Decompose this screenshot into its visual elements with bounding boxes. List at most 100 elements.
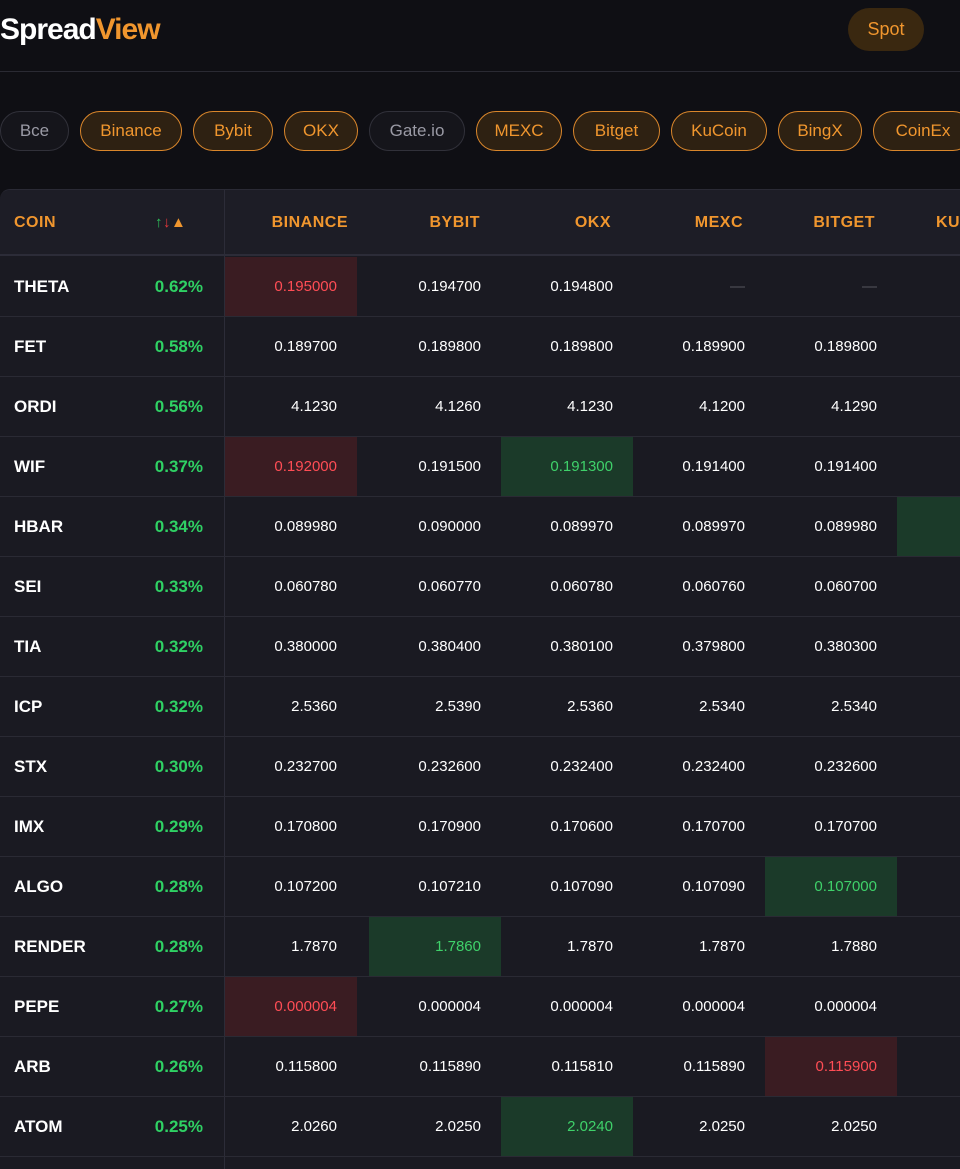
table-row[interactable]: ORDI 0.56% 4.1230 4.1260 4.1230 4.1200 4.1290 [0,377,960,437]
spread-percent: 0.33% [154,577,203,596]
price-cell: 0.000004 [418,998,481,1015]
filter-chip[interactable]: Bybit [193,111,273,151]
exchange-column-header[interactable]: MEXC [694,214,743,231]
price-cell [897,1097,960,1156]
table-row[interactable]: ALGO 0.28% 0.107200 0.107210 0.107090 0.10709… [0,857,960,917]
filter-chip[interactable]: CoinEx [873,111,960,151]
price-cell: 0.115890 [683,1058,745,1075]
price-cell: 0.1 [897,257,960,316]
price-cell: 0.191300 [501,437,633,496]
price-cell: 1.7870 [567,938,613,955]
price-cell: 2.5340 [831,698,877,715]
price-cell: 0.089980 [814,518,877,535]
filter-chip[interactable]: OKX [284,111,358,151]
price-cell: — [862,278,877,295]
price-cell: 0.170800 [274,818,337,835]
coin-symbol: FET [14,337,47,356]
table-row[interactable]: HBAR 0.34% 0.089980 0.090000 0.089970 0.08997… [0,497,960,557]
price-cell: — [730,278,745,295]
price-cell: 0.060700 [814,578,877,595]
logo-part1: Spread [0,13,97,46]
price-cell: 0.090000 [418,518,481,535]
price-cell: 0.170900 [418,818,481,835]
filter-chip[interactable]: Все [0,111,69,151]
filter-chip[interactable]: Bitget [573,111,660,151]
filter-chip[interactable]: Binance [80,111,182,151]
spread-percent: 0.58% [154,337,203,356]
price-cell: 0.170600 [550,818,613,835]
coin-symbol: SEI [14,577,42,596]
filter-chip[interactable]: MEXC [476,111,562,151]
table-row[interactable]: FET 0.58% 0.189700 0.189800 0.189800 0.189900… [0,317,960,377]
price-cell: 0.192000 [225,437,357,496]
spread-percent: 0.25% [154,1117,203,1136]
table-row[interactable]: IMX 0.29% 0.170800 0.170900 0.170600 0.170700… [0,797,960,857]
sort-up-icon[interactable]: ↑ [155,214,163,231]
coin-column-header[interactable]: COIN [14,214,56,231]
coin-symbol: ATOM [14,1117,63,1136]
price-cell: 0.000004 [814,998,877,1015]
price-cell: 2.5340 [699,698,745,715]
filter-chip[interactable]: KuCoin [671,111,767,151]
price-cell: 0.060780 [550,578,613,595]
table-row[interactable]: PEPE 0.27% 0.000004 0.000004 0.000004 0.00000… [0,977,960,1037]
spot-button[interactable]: Spot [848,8,924,51]
price-cell: 0.232600 [814,758,877,775]
price-cell: 2.5390 [435,698,481,715]
price-cell: 0.189900 [682,338,745,355]
price-cell: 0.380400 [418,638,481,655]
exchange-column-header[interactable]: BYBIT [429,214,480,231]
table-row[interactable]: RENDER 0.28% 1.7870 1.7860 1.7870 1.7870 1.788… [0,917,960,977]
price-cell: 1.7860 [369,917,501,976]
table-row[interactable]: ICP 0.32% 2.5360 2.5390 2.5360 2.5340 2.5340 [0,677,960,737]
spread-percent: 0.30% [154,757,203,776]
price-cell: 0.089980 [274,518,337,535]
price-cell: 0.170700 [814,818,877,835]
price-cell: 4.1290 [831,398,877,415]
price-cell: 2.0260 [291,1118,337,1135]
coin-symbol: STX [14,757,48,776]
table-row[interactable]: ATOM 0.25% 2.0260 2.0250 2.0240 2.0250 2.0250 [0,1097,960,1157]
exchange-column-header[interactable]: KUCOIN [936,214,960,231]
price-cell: 2.5360 [567,698,613,715]
logo-part2: View [95,13,161,46]
price-cell: 0.2 [897,737,960,796]
logo[interactable]: SpreadView [0,12,161,48]
sort-down-icon[interactable]: ↓ [163,214,171,231]
table-header: COIN ↑↓▲ BINANCE BYBIT OKX MEXC BITGET K… [0,190,960,256]
price-cell: 2.0250 [435,1118,481,1135]
price-cell: 0.379800 [682,638,745,655]
table-row[interactable]: ARB 0.26% 0.115800 0.115890 0.115810 0.115890… [0,1037,960,1097]
table-row[interactable]: STX 0.30% 0.232700 0.232600 0.232400 0.232400… [0,737,960,797]
price-cell: 0.380000 [274,638,337,655]
price-cell: 0.0 [897,557,960,616]
column-divider [224,190,225,1169]
price-cell: 0.1 [897,317,960,376]
exchange-column-header[interactable]: BITGET [813,214,875,231]
coin-symbol: TIA [14,637,42,656]
table-row[interactable]: THETA 0.62% 0.195000 0.194700 0.194800 — — 0.1 [0,257,960,317]
exchange-column-header[interactable]: OKX [574,214,611,231]
coin-symbol: RENDER [14,937,86,956]
filter-chip[interactable]: BingX [778,111,862,151]
price-cell [897,677,960,736]
coin-symbol: ORDI [14,397,57,416]
table-row[interactable]: WIF 0.37% 0.192000 0.191500 0.191300 0.191400… [0,437,960,497]
price-cell: 0.000004 [225,977,357,1036]
price-cell: 1.7880 [831,938,877,955]
sort-control[interactable]: ↑↓▲ [155,190,186,256]
price-cell: 0.195000 [225,257,357,316]
table-row[interactable]: SEI 0.33% 0.060780 0.060770 0.060780 0.060760… [0,557,960,617]
filter-chip[interactable]: Gate.io [369,111,465,151]
price-cell: 0.170700 [682,818,745,835]
price-cell: 0.194700 [418,278,481,295]
price-cell: 4.1230 [291,398,337,415]
spread-percent: 0.34% [154,517,203,536]
sort-triangle-icon[interactable]: ▲ [171,214,187,231]
price-cell: 0.1 [897,437,960,496]
table-row[interactable]: TIA 0.32% 0.380000 0.380400 0.380100 0.379800… [0,617,960,677]
spread-percent: 0.37% [154,457,203,476]
price-cell: 2.0250 [699,1118,745,1135]
exchange-column-header[interactable]: BINANCE [271,214,348,231]
spread-percent: 0.32% [154,637,203,656]
